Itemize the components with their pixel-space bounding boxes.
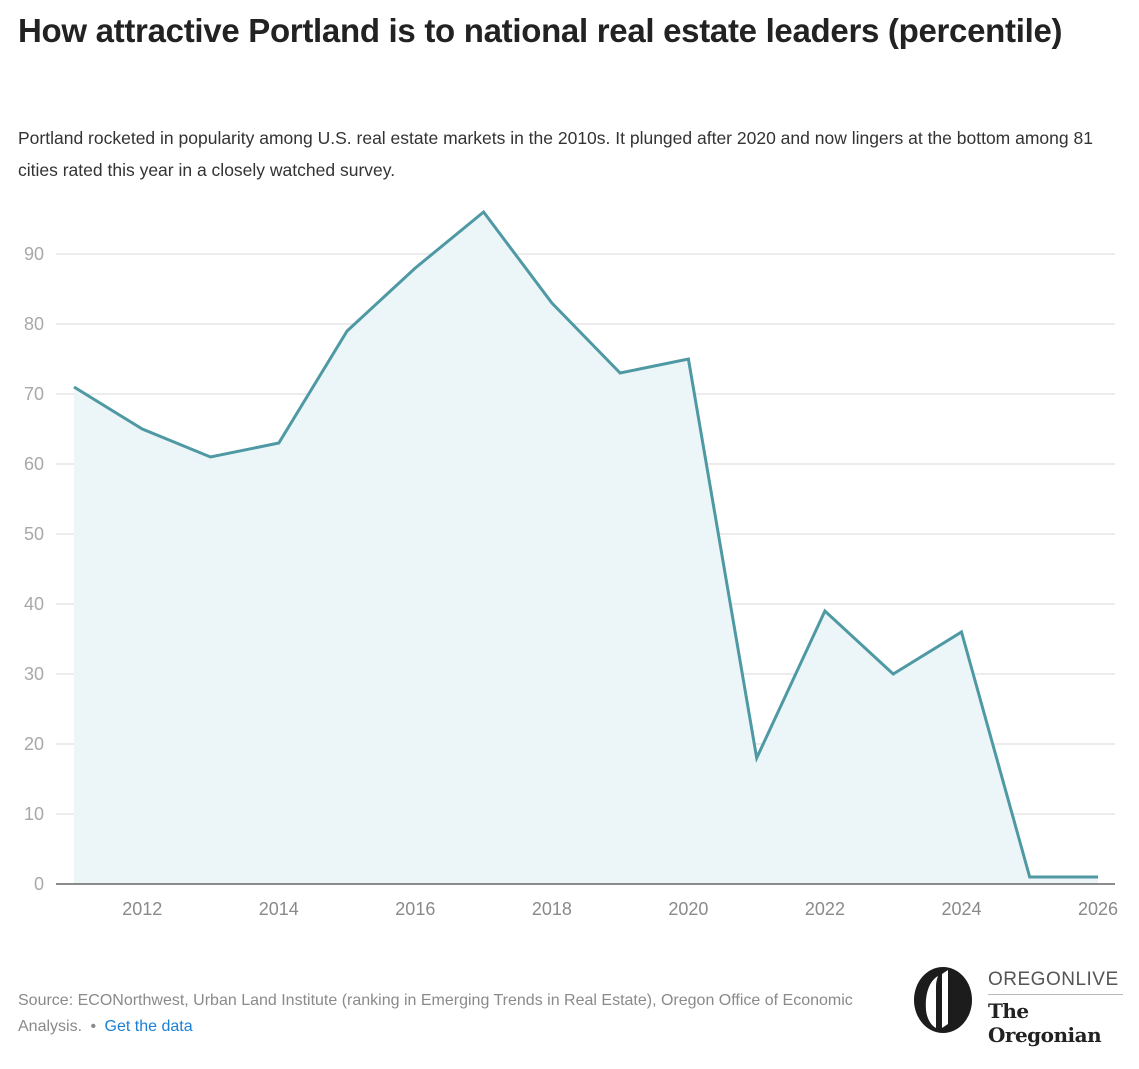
source-note: Source: ECONorthwest, Urban Land Institu…: [18, 988, 908, 1040]
y-tick-label: 50: [24, 524, 44, 544]
y-tick-label: 90: [24, 244, 44, 264]
x-axis-labels: 2012 2014 2016 2018 2020 2022 2024 2026: [122, 899, 1118, 919]
y-tick-label: 0: [34, 874, 44, 894]
data-point-2026: [1095, 874, 1101, 880]
separator-dot: •: [90, 1018, 97, 1035]
line-area-chart: 0 10 20 30 40 50 60 70 80 90 2012 2014 2016 2018 2020…: [24, 209, 1118, 919]
y-tick-label: 20: [24, 734, 44, 754]
data-point-2020: [685, 356, 691, 362]
series-line: [73, 209, 1098, 879]
data-point-2016: [412, 265, 418, 271]
data-point-2024: [958, 629, 964, 635]
x-tick-label: 2022: [805, 899, 845, 919]
data-point-2025: [1027, 874, 1033, 880]
x-tick-label: 2016: [395, 899, 435, 919]
data-point-2023: [890, 671, 896, 677]
y-tick-label: 80: [24, 314, 44, 334]
data-point-2012: [139, 426, 145, 432]
x-tick-label: 2024: [941, 899, 981, 919]
y-tick-label: 60: [24, 454, 44, 474]
source-text: Source: ECONorthwest, Urban Land Institu…: [18, 992, 853, 1035]
oregonian-o-icon: [914, 967, 972, 1033]
y-axis-labels: 0 10 20 30 40 50 60 70 80 90: [24, 244, 44, 894]
y-tick-label: 70: [24, 384, 44, 404]
x-tick-label: 2020: [668, 899, 708, 919]
x-tick-label: 2012: [122, 899, 162, 919]
y-tick-label: 40: [24, 594, 44, 614]
data-point-2011: [71, 384, 77, 390]
get-the-data-link[interactable]: Get the data: [104, 1018, 193, 1035]
the-oregonian-wordmark: The Oregonian: [988, 999, 1102, 1047]
data-point-2013: [208, 454, 214, 460]
data-point-2021: [754, 755, 760, 761]
chart-subtitle: Portland rocketed in popularity among U.…: [18, 128, 1093, 180]
data-point-2017: [481, 209, 487, 215]
data-point-2022: [822, 608, 828, 614]
y-tick-label: 30: [24, 664, 44, 684]
x-tick-label: 2026: [1078, 899, 1118, 919]
x-tick-label: 2014: [259, 899, 299, 919]
data-point-2015: [344, 328, 350, 334]
chart-title: How attractive Portland is to national r…: [18, 12, 1063, 49]
oregonlive-wordmark: OREGONLIVE: [988, 969, 1119, 990]
oregonian-logo[interactable]: OREGONLIVE The Oregonian: [912, 966, 1127, 1047]
x-tick-label: 2018: [532, 899, 572, 919]
data-point-2019: [617, 370, 623, 376]
logo-divider: [988, 994, 1123, 995]
y-tick-label: 10: [24, 804, 44, 824]
data-point-2018: [549, 300, 555, 306]
series-area-fill: [74, 212, 1098, 884]
data-point-2014: [276, 440, 282, 446]
